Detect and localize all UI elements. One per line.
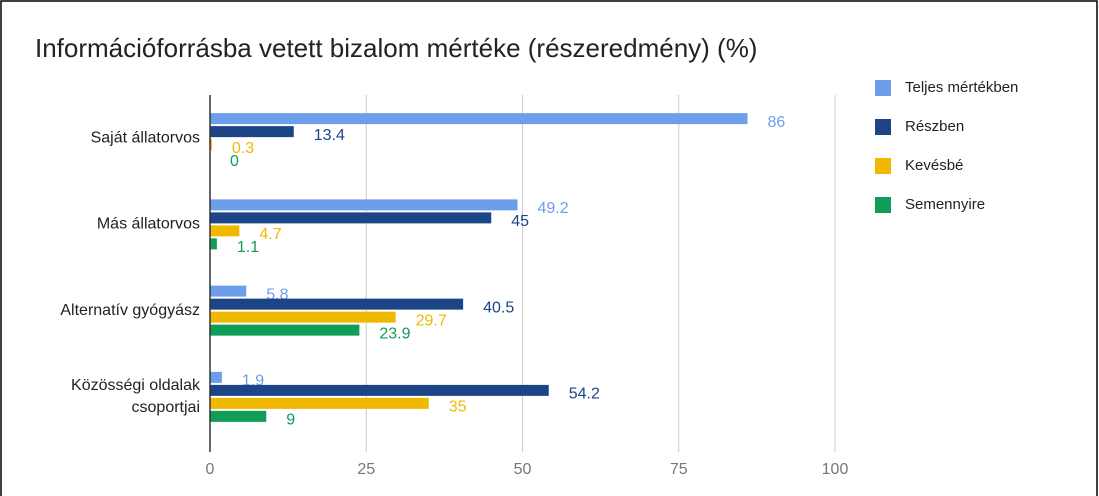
y-tick-line: Közösségi oldalak [71,377,201,394]
bar [210,384,549,396]
bar [210,113,748,125]
x-tick-label: 50 [514,461,532,478]
x-tick-label: 0 [206,461,215,478]
bar [210,397,429,409]
value-label: 45 [511,213,529,230]
y-tick-label: Más állatorvos [97,216,200,233]
bar [210,212,492,224]
value-label: 29.7 [416,312,447,329]
legend-swatch [875,119,891,135]
bar [210,371,222,383]
y-tick-label: Saját állatorvos [91,129,200,146]
bar [210,298,464,310]
value-label: 86 [768,114,786,131]
bar [210,285,247,297]
value-label: 35 [449,399,467,416]
value-label: 0 [230,153,239,170]
x-tick-label: 75 [670,461,688,478]
bar [210,410,267,422]
x-tick-label: 100 [822,461,849,478]
bar [210,139,212,151]
y-tick-label: Alternatív gyógyász [60,302,200,319]
bar [210,311,396,323]
legend-label: Kevésbé [905,157,963,174]
value-label: 40.5 [483,299,514,316]
value-label: 13.4 [314,127,345,144]
legend-swatch [875,158,891,174]
value-label: 4.7 [259,226,281,243]
legend-swatch [875,197,891,213]
y-tick-line: csoportjai [132,399,200,416]
value-label: 0.3 [232,140,254,157]
x-tick-label: 25 [357,461,375,478]
value-label: 54.2 [569,386,600,403]
legend-label: Semennyire [905,196,985,213]
value-label: 9 [286,412,295,429]
legend-label: Részben [905,118,964,135]
legend-label: Teljes mértékben [905,79,1018,96]
chart-title: Információforrásba vetett bizalom mérték… [35,33,757,63]
legend-swatch [875,80,891,96]
bar [210,225,240,237]
value-label: 49.2 [538,200,569,217]
y-tick-label: Közösségi oldalak csoportjai [71,377,201,416]
bar [210,126,294,138]
value-label: 23.9 [379,325,410,342]
bar [210,199,518,211]
value-label: 1.1 [237,239,259,256]
bar [210,324,360,336]
bar [210,238,217,250]
